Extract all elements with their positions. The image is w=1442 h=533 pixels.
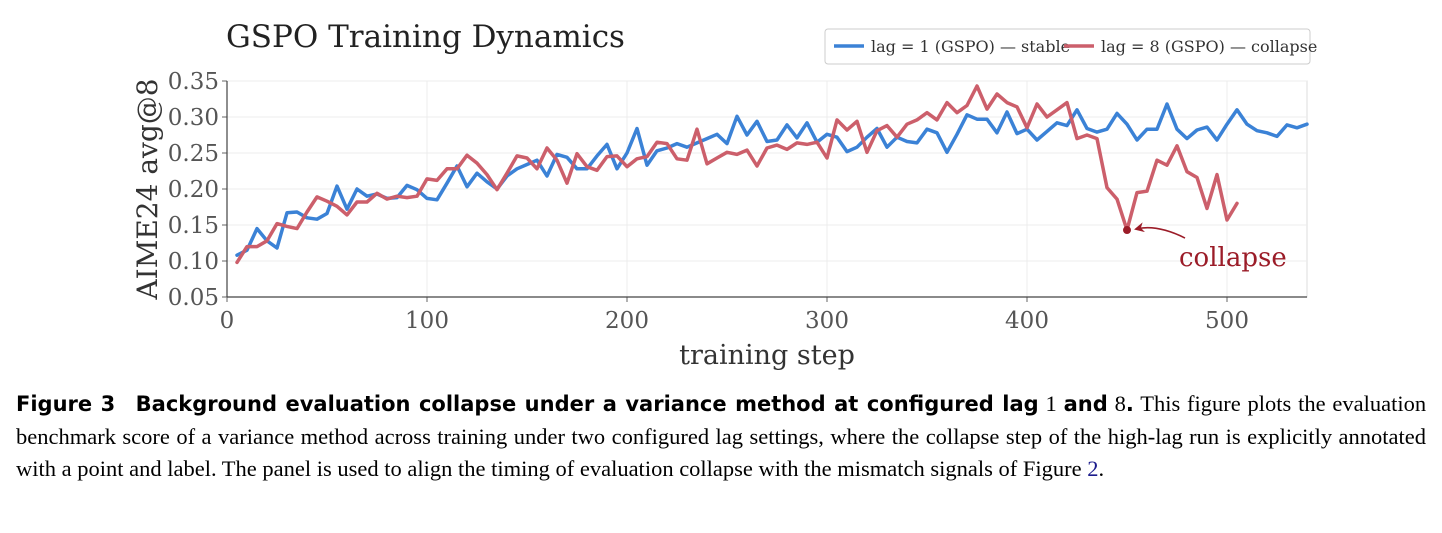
- x-axis-label: training step: [679, 340, 855, 371]
- legend: lag = 1 (GSPO) — stable lag = 8 (GSPO) —…: [824, 28, 1317, 65]
- y-tick-label: 0.35: [168, 69, 219, 95]
- collapse-arrow: [1134, 222, 1186, 239]
- collapse-point: [1123, 226, 1131, 235]
- y-tick-label: 0.30: [168, 105, 219, 131]
- y-axis-label: AIME24 avg@8: [131, 78, 164, 300]
- y-tick-label: 0.25: [168, 141, 219, 167]
- caption-end: .: [1098, 456, 1105, 481]
- x-tick-label: 400: [1005, 308, 1049, 334]
- figure-label: Figure 3: [16, 392, 116, 416]
- legend-label-lag1: lag = 1 (GSPO) — stable: [871, 37, 1070, 56]
- caption-and: and: [1063, 392, 1108, 416]
- y-tick-label: 0.10: [168, 249, 219, 275]
- figure-caption: Figure 3 Background evaluation collapse …: [16, 388, 1426, 486]
- series-line-lag8: [235, 84, 1239, 265]
- y-tick-label: 0.15: [168, 213, 219, 239]
- caption-lag-high: 8: [1114, 391, 1126, 416]
- caption-body: This figure plots the evaluation benchma…: [16, 391, 1427, 481]
- y-tick-label: 0.05: [168, 285, 219, 311]
- x-tick-label: 100: [405, 308, 449, 334]
- legend-label-lag8: lag = 8 (GSPO) — collapse: [1101, 37, 1317, 56]
- chart-title: GSPO Training Dynamics: [226, 19, 625, 55]
- axes: 0.05 0.10 0.15 0.20 0.25 0.30 0.35 0 100 200 300 40…: [168, 69, 1307, 334]
- x-tick-label: 300: [805, 308, 849, 334]
- x-tick-label: 500: [1205, 308, 1249, 334]
- collapse-label: collapse: [1179, 243, 1287, 273]
- y-tick-label: 0.20: [168, 177, 219, 203]
- annotation: collapse: [1123, 222, 1287, 273]
- caption-lag-low: 1: [1045, 391, 1057, 416]
- caption-bold-title: Background evaluation collapse under a v…: [135, 392, 1039, 416]
- x-tick-label: 0: [220, 308, 235, 334]
- series-line-lag1: [235, 102, 1309, 257]
- series-lines: [235, 84, 1309, 265]
- x-tick-label: 200: [605, 308, 649, 334]
- figure-ref-link[interactable]: 2: [1087, 456, 1099, 481]
- chart: 0.05 0.10 0.15 0.20 0.25 0.30 0.35 0 100 200 300 40…: [131, 19, 1317, 371]
- caption-period: .: [1125, 392, 1134, 416]
